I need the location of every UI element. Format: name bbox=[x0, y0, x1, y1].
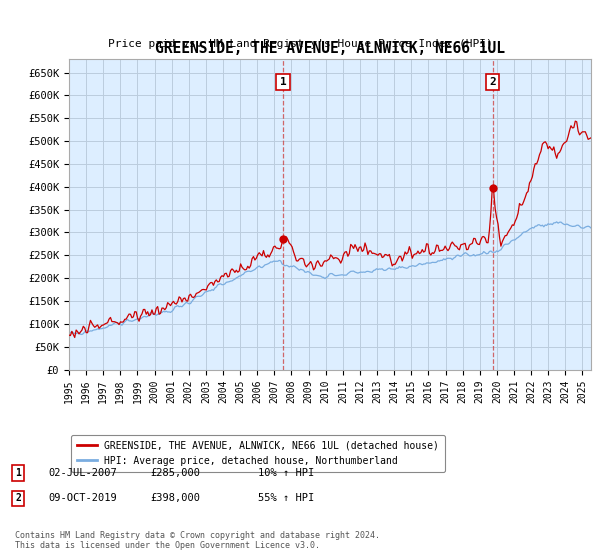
Text: 09-OCT-2019: 09-OCT-2019 bbox=[48, 493, 117, 503]
Text: Contains HM Land Registry data © Crown copyright and database right 2024.
This d: Contains HM Land Registry data © Crown c… bbox=[15, 530, 380, 550]
Text: £398,000: £398,000 bbox=[150, 493, 200, 503]
Text: 02-JUL-2007: 02-JUL-2007 bbox=[48, 468, 117, 478]
Text: 2: 2 bbox=[489, 77, 496, 87]
Text: 10% ↑ HPI: 10% ↑ HPI bbox=[258, 468, 314, 478]
Text: 1: 1 bbox=[280, 77, 286, 87]
Text: Price paid vs. HM Land Registry's House Price Index (HPI): Price paid vs. HM Land Registry's House … bbox=[107, 39, 493, 49]
Text: 55% ↑ HPI: 55% ↑ HPI bbox=[258, 493, 314, 503]
Text: 1: 1 bbox=[15, 468, 21, 478]
Legend: GREENSIDE, THE AVENUE, ALNWICK, NE66 1UL (detached house), HPI: Average price, d: GREENSIDE, THE AVENUE, ALNWICK, NE66 1UL… bbox=[71, 435, 445, 472]
Text: 2: 2 bbox=[15, 493, 21, 503]
Text: £285,000: £285,000 bbox=[150, 468, 200, 478]
Title: GREENSIDE, THE AVENUE, ALNWICK, NE66 1UL: GREENSIDE, THE AVENUE, ALNWICK, NE66 1UL bbox=[155, 41, 505, 56]
